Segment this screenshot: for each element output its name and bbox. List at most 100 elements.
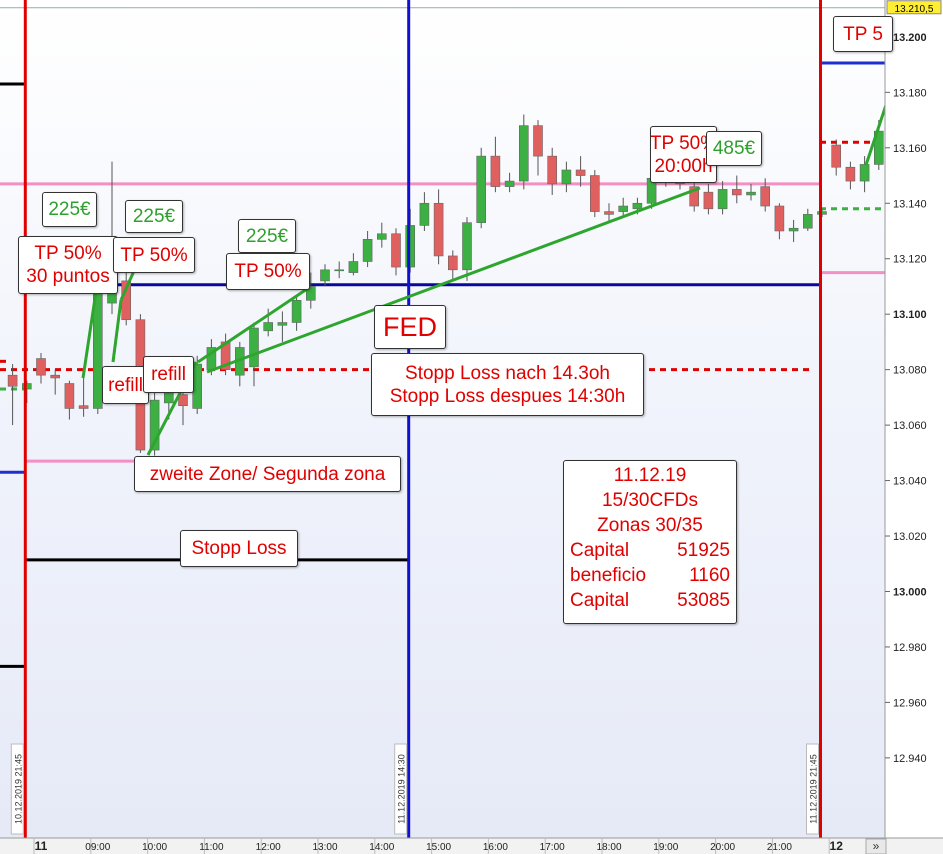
- info-value: 53085: [677, 590, 730, 611]
- y-tick-label: 13.060: [893, 420, 927, 432]
- annotation-box: TP 50%: [226, 253, 310, 290]
- info-line: 11.12.19: [613, 465, 687, 486]
- trend-line: [81, 284, 99, 379]
- candle-body: [845, 166, 856, 182]
- annotation-box: 225€: [125, 200, 183, 233]
- x-tick-label: 18:00: [596, 842, 621, 853]
- candle-body: [561, 169, 572, 185]
- x-tick-label: 12: [830, 839, 844, 853]
- candle-body: [149, 399, 160, 451]
- y-tick-label: 13.000: [893, 586, 927, 598]
- x-tick-label: 13:00: [312, 842, 337, 853]
- plot-background: [0, 0, 885, 838]
- annotation-text: 225€: [48, 199, 91, 220]
- trend-line: [864, 104, 885, 166]
- candle-body: [320, 269, 330, 282]
- scroll-button[interactable]: [865, 838, 887, 854]
- candle-body: [717, 189, 728, 210]
- candle-body: [376, 233, 387, 240]
- candle-body: [589, 175, 600, 212]
- candle-body: [689, 186, 700, 207]
- x-tick-label: 20:00: [710, 842, 735, 853]
- candle-body: [788, 227, 799, 232]
- x-tick-label: 09:00: [85, 842, 110, 853]
- x-tick-label: 16:00: [483, 842, 508, 853]
- y-tick-label: 13.200: [893, 32, 927, 44]
- annotation-text: 30 puntos: [26, 266, 110, 287]
- candle-body: [164, 391, 174, 404]
- candle-body: [348, 261, 359, 273]
- candle-body: [249, 327, 259, 368]
- y-tick-label: 13.160: [893, 143, 927, 155]
- info-row: Capital 53085: [564, 588, 736, 613]
- info-label: Capital: [570, 590, 630, 611]
- candle-body: [859, 164, 870, 182]
- candle-body: [504, 180, 515, 187]
- info-box: 11.12.19 15/30CFDs Zonas 30/35 Capital 51925…: [563, 460, 737, 624]
- annotation-text: 485€: [712, 138, 756, 159]
- info-line: Zonas 30/35: [597, 515, 703, 536]
- candle-body: [731, 189, 742, 196]
- scroll-icon[interactable]: »: [873, 839, 880, 853]
- annotation-text: TP 5: [843, 23, 883, 45]
- candle-body: [305, 286, 316, 301]
- candle-body: [64, 383, 75, 409]
- candle-body: [178, 394, 188, 406]
- marker-label-group: 11.12.2019 14:30: [394, 743, 408, 835]
- info-row: Capital 51925: [564, 538, 736, 563]
- marker-label: 11.12.2019 21:45: [809, 754, 819, 823]
- annotation-box: FED: [374, 305, 446, 349]
- candle-body: [746, 191, 756, 196]
- info-value: 51925: [677, 540, 730, 561]
- annotation-box: 225€: [42, 192, 97, 227]
- annotation-box: refill: [102, 366, 149, 404]
- y-tick-label: 13.180: [893, 87, 927, 99]
- y-tick-label: 13.080: [893, 365, 927, 377]
- y-tick-label: 12.940: [893, 753, 927, 765]
- x-tick-label: 10:00: [142, 842, 167, 853]
- candle-body: [632, 202, 643, 210]
- annotation-box: TP 5: [833, 16, 893, 52]
- annotation-text: refill: [151, 364, 186, 385]
- candle-body: [575, 169, 586, 176]
- annotation-text: Stopp Loss despues 14:30h: [389, 385, 626, 407]
- candle-body: [774, 205, 785, 232]
- candle-body: [7, 374, 18, 387]
- annotation-box: TP 50% 20:00h: [650, 126, 717, 183]
- candle-body: [703, 191, 714, 210]
- annotation-text: 20:00h: [654, 155, 713, 177]
- y-tick-label: 13.020: [893, 531, 927, 543]
- annotation-text: 225€: [132, 206, 176, 227]
- y-tick-label: 13.100: [893, 309, 927, 321]
- marker-label-group: 10.12.2019 21:45: [10, 743, 24, 835]
- y-tick-label: 12.980: [893, 642, 927, 654]
- annotation-box: zweite Zone/ Segunda zona: [134, 456, 401, 492]
- candle-body: [334, 269, 345, 272]
- candle-body: [476, 155, 487, 223]
- annotation-text: TP 50%: [234, 261, 302, 282]
- x-tick-label: 11: [35, 839, 48, 853]
- info-label: beneficio: [570, 565, 647, 586]
- candle-body: [50, 374, 61, 379]
- y-tick-label: 12.960: [893, 697, 927, 709]
- annotation-box: 225€: [238, 219, 296, 253]
- annotation-text: Stopp Loss: [191, 538, 287, 559]
- y-axis-panel: [885, 0, 943, 838]
- candle-body: [78, 405, 89, 409]
- annotation-text: FED: [383, 311, 437, 342]
- last-price-label: 13.210,5: [895, 4, 934, 15]
- axes: 13.210,5 13.200 13.180 13.160 13.140 13.120 13…: [33, 0, 942, 854]
- annotation-text: TP 50%: [120, 244, 188, 266]
- annotation-text: 225€: [245, 225, 289, 247]
- trend-line: [111, 299, 123, 363]
- annotation-text: refill: [108, 374, 143, 396]
- last-price-box: [886, 0, 942, 15]
- info-line: 15/30CFDs: [601, 490, 699, 511]
- x-tick-label: 11:00: [199, 842, 224, 853]
- trend-line: [206, 186, 701, 374]
- candle-body: [518, 125, 529, 182]
- candle-body: [277, 322, 288, 326]
- annotation-box: TP 50%: [113, 237, 195, 273]
- x-tick-label: 15:00: [426, 842, 451, 853]
